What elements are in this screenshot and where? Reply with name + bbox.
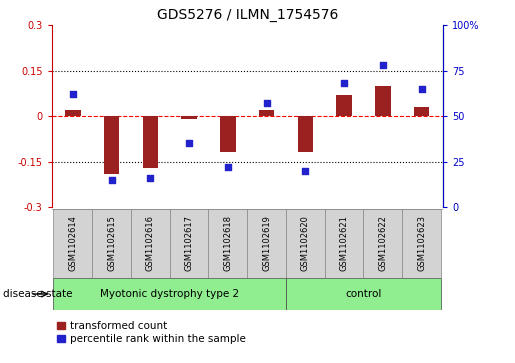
Point	[418, 86, 426, 92]
Bar	[92, 209, 131, 278]
Bar	[324, 209, 364, 278]
Text: GSM1102617: GSM1102617	[184, 215, 194, 271]
Bar	[65, 110, 80, 116]
Text: control: control	[345, 289, 382, 299]
Point	[224, 164, 232, 170]
Bar	[259, 110, 274, 116]
Text: GSM1102614: GSM1102614	[68, 215, 77, 271]
Point	[340, 81, 348, 86]
Point	[263, 101, 271, 106]
Bar	[336, 95, 352, 116]
Point	[185, 140, 193, 146]
Title: GDS5276 / ILMN_1754576: GDS5276 / ILMN_1754576	[157, 8, 338, 22]
Legend: transformed count, percentile rank within the sample: transformed count, percentile rank withi…	[57, 321, 246, 344]
Point	[301, 168, 310, 174]
Bar	[298, 116, 313, 152]
Bar	[364, 209, 402, 278]
Point	[108, 177, 116, 183]
Point	[146, 175, 154, 181]
Point	[68, 91, 77, 97]
Bar	[247, 209, 286, 278]
Text: GSM1102615: GSM1102615	[107, 215, 116, 271]
Bar	[209, 209, 247, 278]
Bar	[104, 116, 119, 174]
Bar	[286, 278, 441, 310]
Text: Myotonic dystrophy type 2: Myotonic dystrophy type 2	[100, 289, 239, 299]
Bar	[375, 86, 390, 116]
Bar	[286, 209, 324, 278]
Bar	[170, 209, 209, 278]
Text: disease state: disease state	[3, 289, 72, 299]
Point	[379, 62, 387, 68]
Text: GSM1102621: GSM1102621	[339, 215, 349, 271]
Bar	[414, 107, 430, 116]
Bar	[402, 209, 441, 278]
Text: GSM1102620: GSM1102620	[301, 215, 310, 271]
Text: GSM1102618: GSM1102618	[224, 215, 232, 271]
Bar	[54, 278, 286, 310]
Bar	[54, 209, 92, 278]
Bar	[220, 116, 235, 152]
Bar	[181, 116, 197, 119]
Text: GSM1102623: GSM1102623	[417, 215, 426, 271]
Bar	[131, 209, 170, 278]
Text: GSM1102619: GSM1102619	[262, 215, 271, 271]
Text: GSM1102616: GSM1102616	[146, 215, 155, 271]
Text: GSM1102622: GSM1102622	[379, 215, 387, 271]
Bar	[143, 116, 158, 168]
